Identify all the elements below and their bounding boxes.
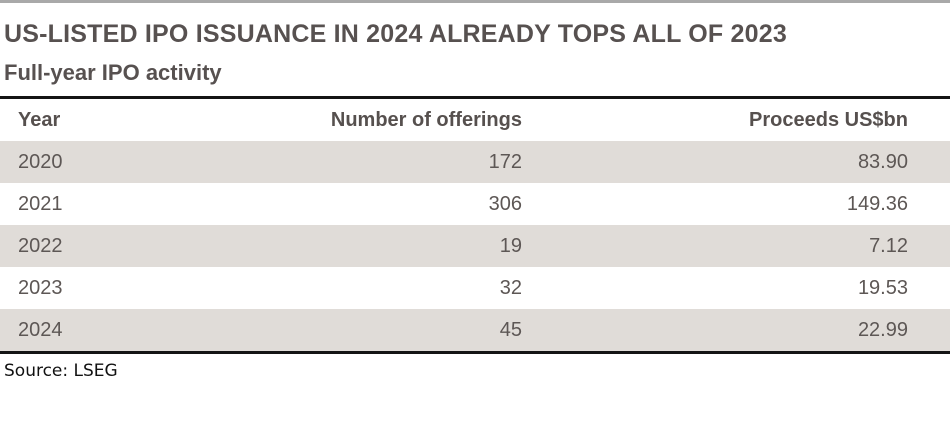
proceeds-cell: 83.90 (857, 150, 908, 173)
proceeds-cell: 19.53 (857, 276, 908, 299)
proceeds-cell: 149.36 (846, 192, 908, 215)
table-row: 2023 32 19.53 (0, 267, 950, 309)
table-top-rule (0, 96, 950, 99)
column-header-year: Year (18, 108, 61, 131)
table-row: 2020 172 83.90 (0, 141, 950, 183)
chart-title: US-LISTED IPO ISSUANCE IN 2024 ALREADY T… (4, 20, 787, 48)
offerings-cell: 306 (488, 192, 522, 215)
top-divider-bar (0, 0, 950, 3)
year-cell: 2020 (18, 150, 63, 173)
column-header-proceeds: Proceeds US$bn (749, 108, 908, 131)
year-cell: 2022 (18, 234, 63, 257)
offerings-cell: 19 (499, 234, 522, 257)
table-row: 2021 306 149.36 (0, 183, 950, 225)
table-row: 2022 19 7.12 (0, 225, 950, 267)
year-cell: 2024 (18, 318, 63, 341)
year-cell: 2021 (18, 192, 63, 215)
proceeds-cell: 7.12 (869, 234, 908, 257)
year-cell: 2023 (18, 276, 63, 299)
proceeds-cell: 22.99 (857, 318, 908, 341)
column-header-offerings: Number of offerings (330, 108, 522, 131)
offerings-cell: 45 (499, 318, 522, 341)
table-row: 2024 45 22.99 (0, 309, 950, 351)
chart-subtitle: Full-year IPO activity (4, 60, 222, 85)
table-bottom-rule (0, 351, 950, 354)
offerings-cell: 172 (488, 150, 522, 173)
source-attribution: Source: LSEG (4, 361, 118, 381)
table-header-row: Year Number of offerings Proceeds US$bn (0, 99, 950, 141)
offerings-cell: 32 (499, 276, 522, 299)
